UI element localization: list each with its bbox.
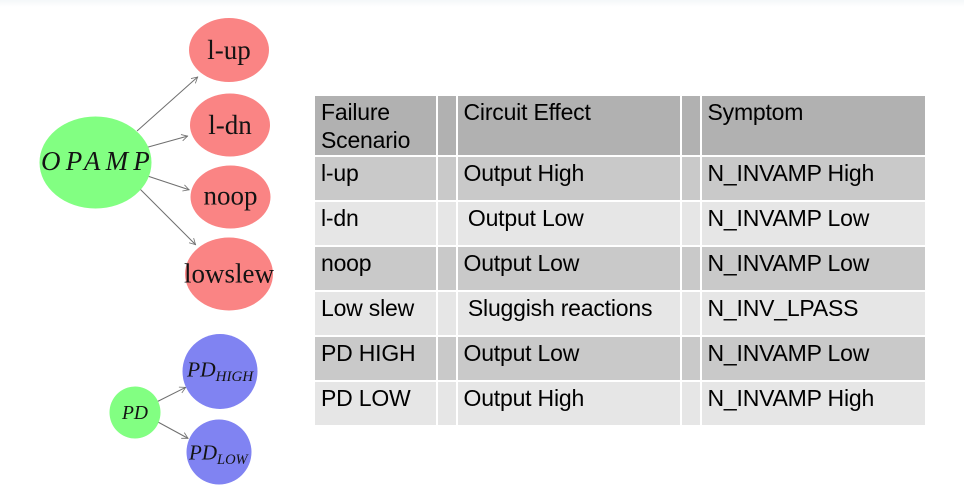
svg-text:l-up: l-up — [207, 35, 251, 65]
svg-text:PD: PD — [121, 403, 148, 424]
svg-text:lowslew: lowslew — [184, 259, 274, 289]
svg-text:OPAMP: OPAMP — [41, 146, 155, 176]
svg-text:l-dn: l-dn — [208, 110, 252, 140]
svg-text:noop: noop — [204, 181, 258, 211]
